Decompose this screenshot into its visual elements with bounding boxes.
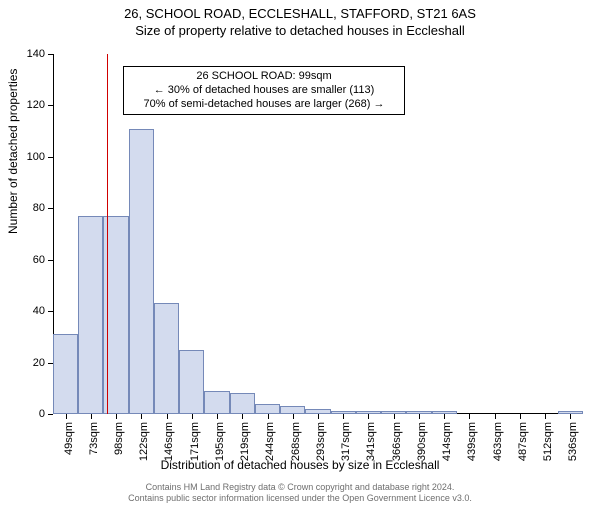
x-tick-label: 439sqm: [466, 422, 478, 461]
x-tick-label: 390sqm: [416, 422, 428, 461]
y-tick: [48, 414, 53, 415]
chart-container: 26, SCHOOL ROAD, ECCLESHALL, STAFFORD, S…: [0, 6, 600, 506]
x-tick-label: 414sqm: [441, 422, 453, 461]
chart-title-sub: Size of property relative to detached ho…: [0, 23, 600, 38]
x-tick-label: 171sqm: [189, 422, 201, 461]
histogram-bar: [78, 216, 103, 414]
x-tick: [545, 414, 546, 419]
annotation-line: ← 30% of detached houses are smaller (11…: [130, 84, 398, 98]
y-tick: [48, 311, 53, 312]
x-tick: [268, 414, 269, 419]
x-tick: [570, 414, 571, 419]
x-tick-label: 146sqm: [164, 422, 176, 461]
x-tick-label: 536sqm: [567, 422, 579, 461]
y-axis-label: Number of detached properties: [6, 69, 20, 234]
histogram-bar: [179, 350, 204, 414]
y-tick: [48, 260, 53, 261]
x-tick-label: 73sqm: [88, 422, 100, 455]
footer-line2: Contains public sector information licen…: [0, 493, 600, 504]
x-tick-label: 268sqm: [290, 422, 302, 461]
y-tick: [48, 105, 53, 106]
x-tick-label: 487sqm: [517, 422, 529, 461]
x-tick: [293, 414, 294, 419]
x-tick: [116, 414, 117, 419]
annotation-box: 26 SCHOOL ROAD: 99sqm← 30% of detached h…: [123, 66, 405, 115]
y-tick-label: 20: [33, 357, 45, 369]
y-tick: [48, 54, 53, 55]
histogram-bar: [204, 391, 229, 414]
y-tick-label: 140: [27, 48, 45, 60]
x-tick: [469, 414, 470, 419]
x-tick: [91, 414, 92, 419]
x-tick: [444, 414, 445, 419]
x-tick-label: 341sqm: [365, 422, 377, 461]
x-tick-label: 366sqm: [391, 422, 403, 461]
histogram-bar: [53, 334, 78, 414]
x-tick-label: 317sqm: [340, 422, 352, 461]
x-tick: [217, 414, 218, 419]
x-tick: [419, 414, 420, 419]
x-tick: [520, 414, 521, 419]
y-tick-label: 120: [27, 99, 45, 111]
histogram-bar: [154, 303, 179, 414]
x-tick-label: 463sqm: [492, 422, 504, 461]
histogram-bar: [280, 406, 305, 414]
y-tick: [48, 157, 53, 158]
x-tick: [343, 414, 344, 419]
x-tick-label: 195sqm: [214, 422, 226, 461]
x-tick: [318, 414, 319, 419]
y-tick-label: 0: [39, 408, 45, 420]
x-axis-label: Distribution of detached houses by size …: [0, 458, 600, 472]
chart-title-main: 26, SCHOOL ROAD, ECCLESHALL, STAFFORD, S…: [0, 6, 600, 21]
histogram-bar: [255, 404, 280, 414]
x-tick-label: 49sqm: [63, 422, 75, 455]
y-tick: [48, 208, 53, 209]
x-tick-label: 98sqm: [113, 422, 125, 455]
x-tick-label: 244sqm: [265, 422, 277, 461]
x-tick: [192, 414, 193, 419]
x-tick-label: 219sqm: [239, 422, 251, 461]
x-tick: [394, 414, 395, 419]
y-tick-label: 80: [33, 202, 45, 214]
x-tick: [242, 414, 243, 419]
x-tick: [167, 414, 168, 419]
y-tick-label: 100: [27, 151, 45, 163]
x-tick: [141, 414, 142, 419]
x-tick: [66, 414, 67, 419]
x-tick-label: 122sqm: [138, 422, 150, 461]
y-tick-label: 60: [33, 254, 45, 266]
x-tick-label: 512sqm: [542, 422, 554, 461]
histogram-bar: [230, 393, 255, 414]
property-marker-line: [107, 54, 108, 414]
annotation-line: 26 SCHOOL ROAD: 99sqm: [130, 70, 398, 84]
chart-plot-area: 02040608010012014049sqm73sqm98sqm122sqm1…: [53, 54, 583, 414]
x-tick: [368, 414, 369, 419]
footer-line1: Contains HM Land Registry data © Crown c…: [0, 482, 600, 493]
x-tick: [495, 414, 496, 419]
plot-surface: 02040608010012014049sqm73sqm98sqm122sqm1…: [53, 54, 583, 414]
histogram-bar: [129, 129, 154, 414]
x-tick-label: 293sqm: [315, 422, 327, 461]
annotation-line: 70% of semi-detached houses are larger (…: [130, 98, 398, 112]
chart-footer: Contains HM Land Registry data © Crown c…: [0, 482, 600, 504]
y-tick-label: 40: [33, 305, 45, 317]
